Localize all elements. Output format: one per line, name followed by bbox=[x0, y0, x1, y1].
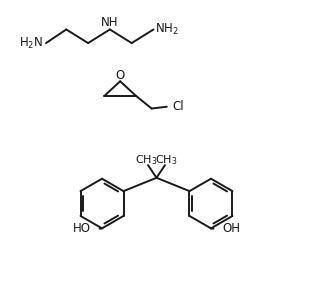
Text: OH: OH bbox=[223, 223, 240, 236]
Text: Cl: Cl bbox=[173, 100, 184, 113]
Text: H$_2$N: H$_2$N bbox=[19, 36, 43, 51]
Text: CH$_3$: CH$_3$ bbox=[155, 153, 178, 166]
Text: HO: HO bbox=[73, 223, 90, 236]
Text: O: O bbox=[115, 69, 125, 82]
Text: NH$_2$: NH$_2$ bbox=[155, 22, 179, 37]
Text: CH$_3$: CH$_3$ bbox=[135, 153, 158, 166]
Text: NH: NH bbox=[101, 16, 119, 29]
